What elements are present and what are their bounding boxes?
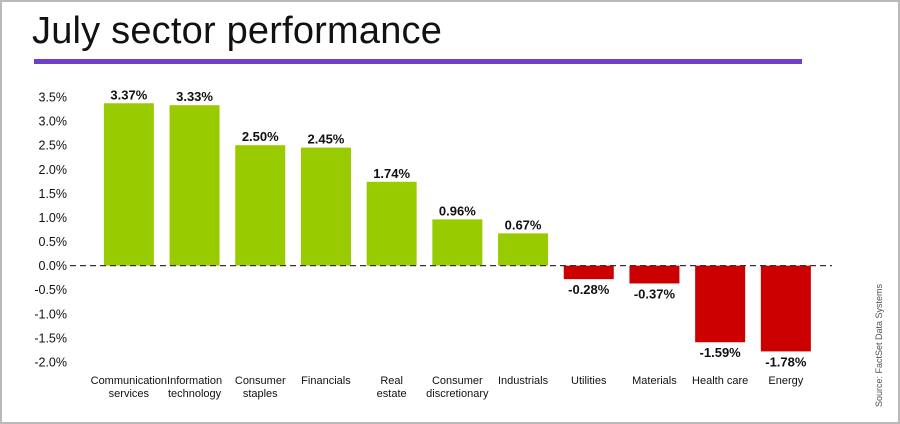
category-label: Consumer [235, 375, 286, 387]
y-tick-label: -0.5% [34, 283, 67, 297]
y-tick-label: 1.0% [39, 211, 68, 225]
y-tick-label: 3.5% [39, 91, 68, 105]
category-label: Utilities [571, 375, 607, 387]
data-label: 1.74% [373, 166, 410, 181]
data-label: 3.33% [176, 89, 213, 104]
category-label: estate [377, 388, 407, 400]
data-label: 0.67% [505, 217, 542, 232]
category-label: discretionary [426, 388, 489, 400]
data-label: 2.45% [308, 132, 345, 147]
data-label: -1.78% [765, 354, 807, 369]
y-tick-label: 0.0% [39, 259, 68, 273]
category-label: Financials [301, 375, 351, 387]
category-label: Consumer [432, 375, 483, 387]
category-label: Information [167, 375, 222, 387]
bar [235, 145, 286, 266]
y-tick-label: 3.0% [39, 115, 68, 129]
category-label: services [109, 388, 150, 400]
bar [563, 265, 614, 280]
title-underline [34, 59, 802, 64]
bar [760, 265, 811, 352]
y-tick-label: 1.5% [39, 187, 68, 201]
category-label: Health care [692, 375, 748, 387]
y-tick-label: 0.5% [39, 235, 68, 249]
bar [695, 265, 746, 343]
y-tick-label: 2.0% [39, 163, 68, 177]
y-tick-label: -1.0% [34, 307, 67, 321]
bar [498, 233, 549, 266]
bar [169, 105, 220, 266]
bar [366, 181, 417, 266]
category-label: technology [168, 388, 222, 400]
bar [629, 265, 680, 284]
category-label: Communication [91, 375, 167, 387]
category-label: Energy [768, 375, 803, 387]
y-tick-label: -1.5% [34, 331, 67, 345]
data-label: -0.28% [568, 282, 610, 297]
category-label: Materials [632, 375, 677, 387]
y-tick-label: 2.5% [39, 139, 68, 153]
y-tick-label: -2.0% [34, 356, 67, 370]
bar [432, 219, 483, 266]
data-label: 2.50% [242, 129, 279, 144]
data-label: 3.37% [110, 87, 147, 102]
chart-title: July sector performance [32, 10, 443, 52]
bar [103, 103, 154, 266]
data-label: 0.96% [439, 203, 476, 218]
category-label: Real [380, 375, 403, 387]
category-label: staples [243, 388, 278, 400]
bar [300, 147, 351, 266]
data-label: -0.37% [634, 286, 676, 301]
category-label: Industrials [498, 375, 549, 387]
data-label: -1.59% [700, 345, 742, 360]
